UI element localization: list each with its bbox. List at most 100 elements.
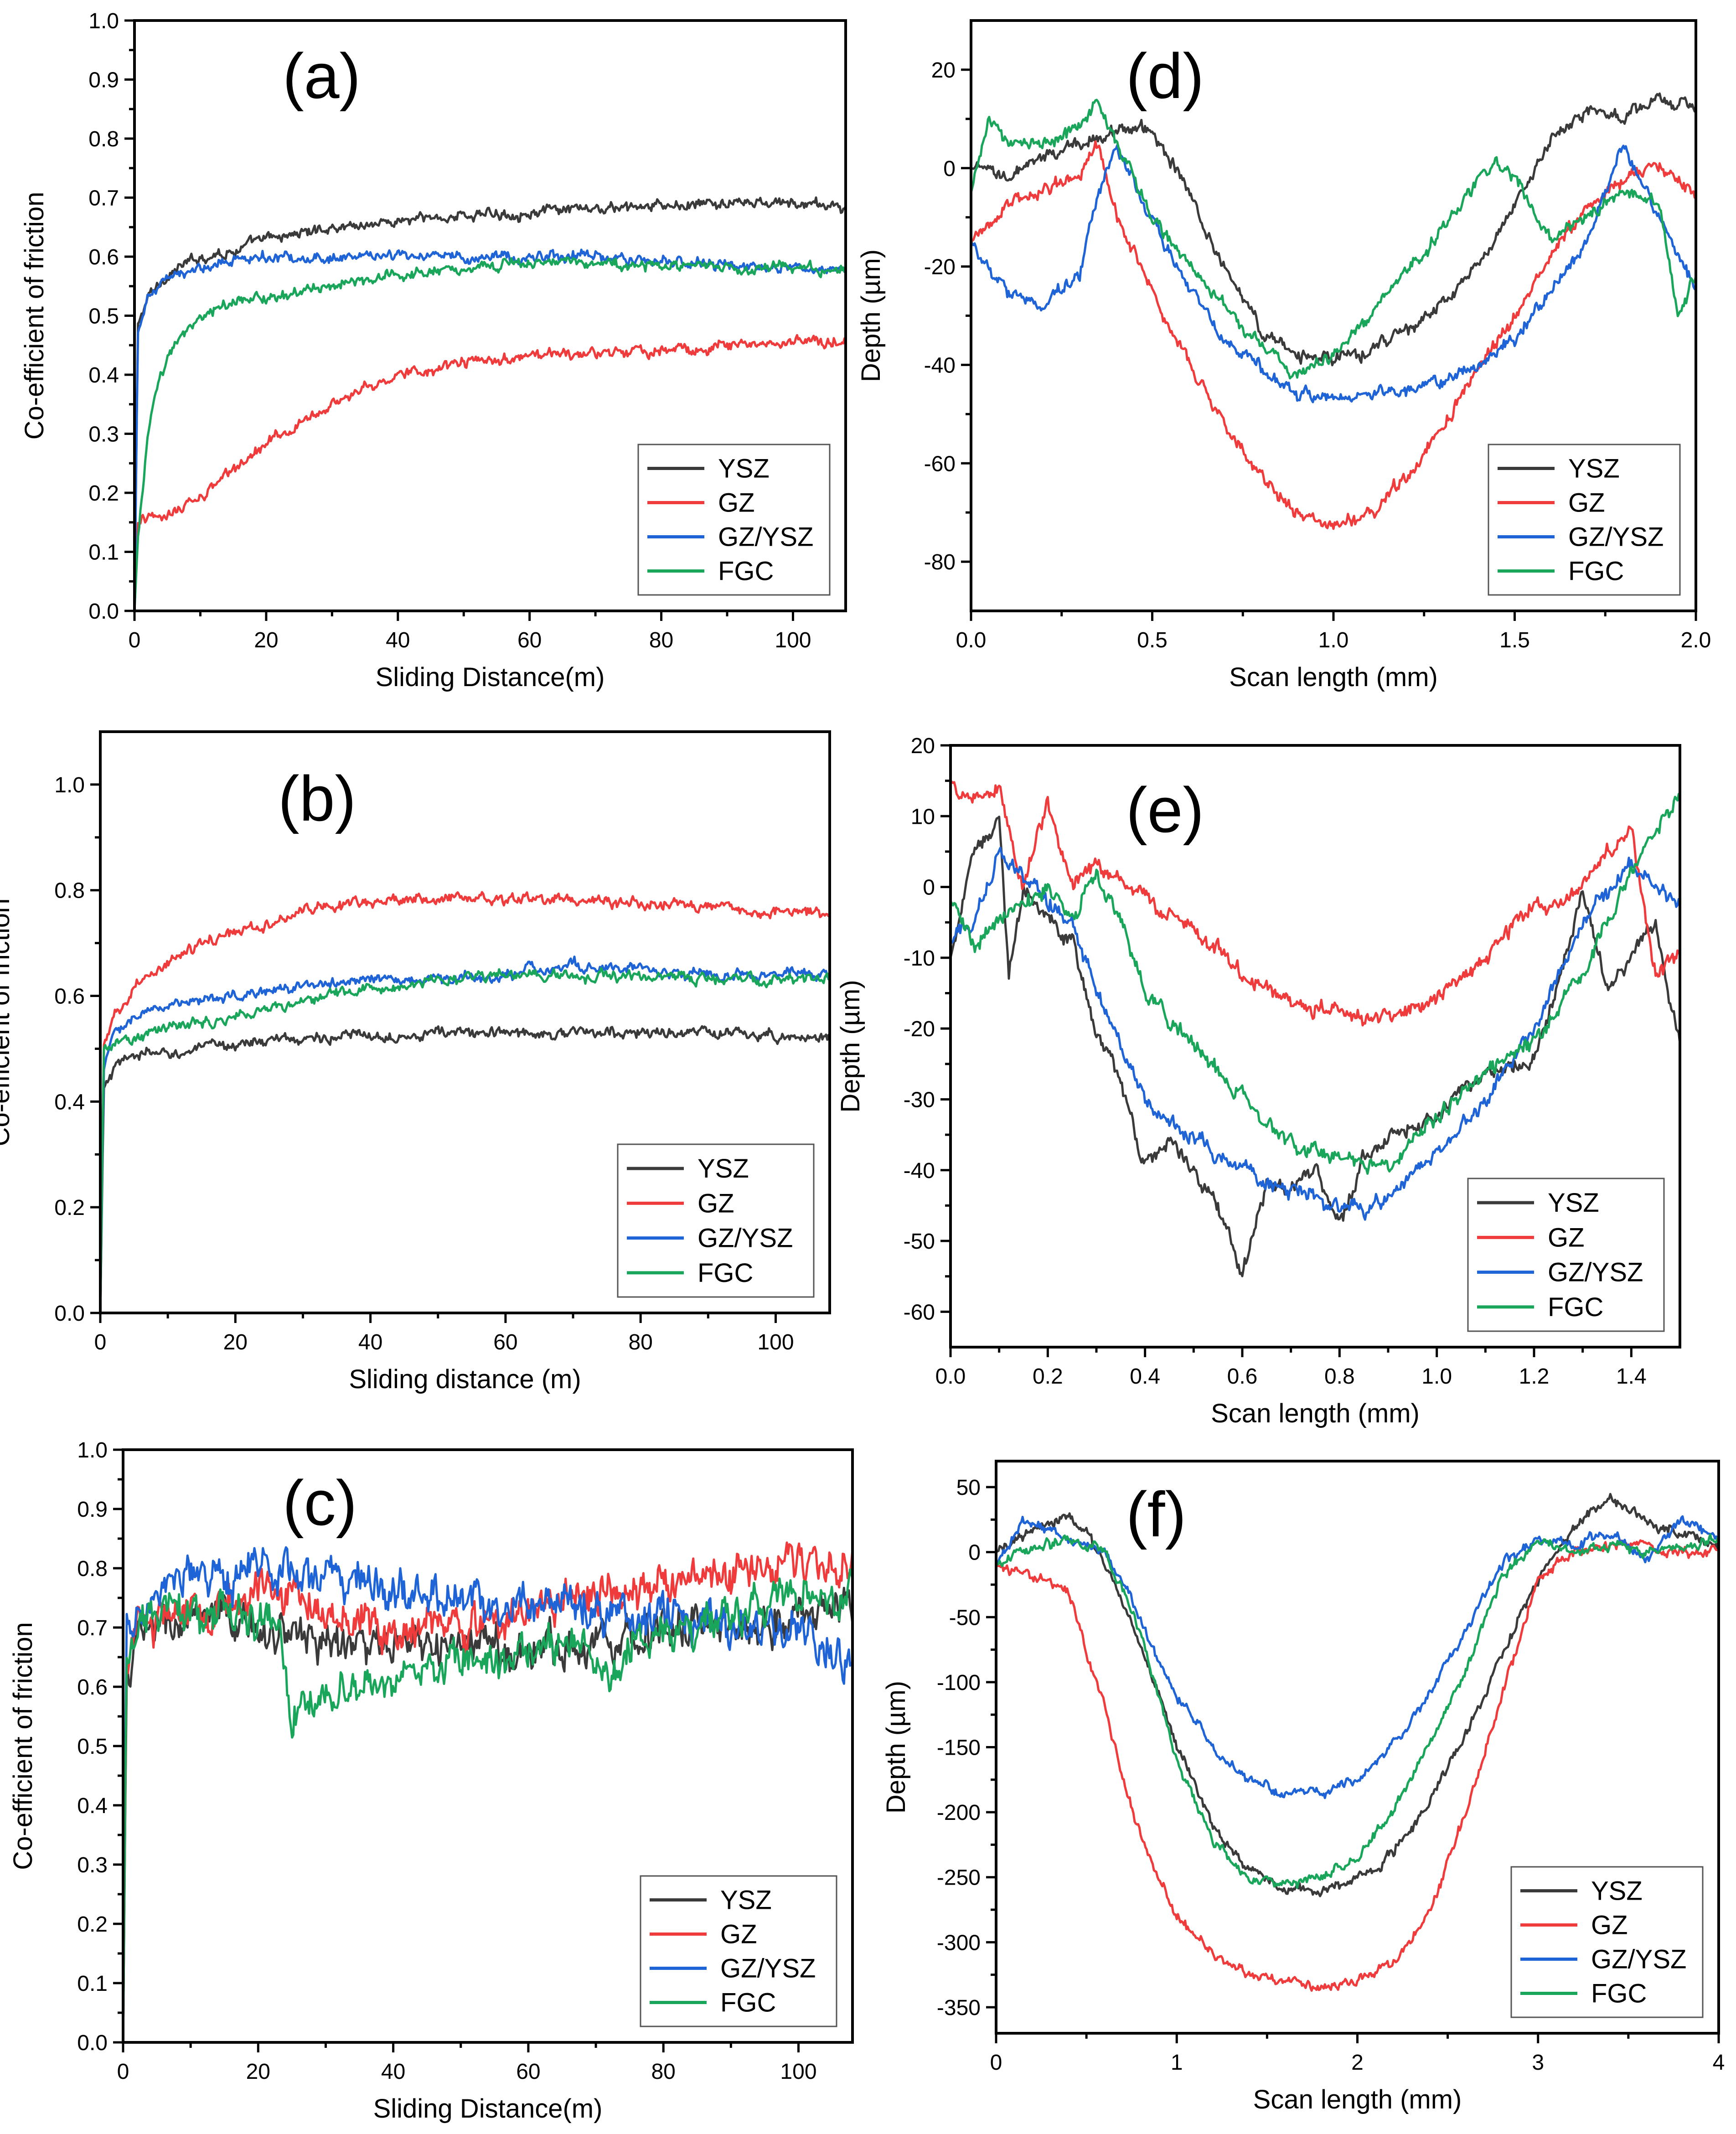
- y-tick-label: -30: [904, 1088, 935, 1112]
- y-tick-label: 0.9: [88, 68, 119, 93]
- y-axis-title: Depth (µm): [836, 980, 865, 1112]
- x-tick-label: 80: [628, 1330, 652, 1354]
- x-tick-label: 40: [381, 2060, 405, 2084]
- y-tick-label: -80: [924, 550, 956, 574]
- legend-label: GZ: [718, 488, 755, 518]
- plot-frame: [949, 744, 1681, 1349]
- y-tick-label: 0.5: [88, 305, 119, 329]
- series-line-gz: [99, 891, 831, 1314]
- x-tick-label: 0: [94, 1330, 107, 1354]
- y-axis-title: Depth (µm): [881, 1681, 911, 1814]
- legend: YSZ GZ GZ/YSZ FGC: [640, 1875, 837, 2027]
- legend-label: YSZ: [1591, 1876, 1643, 1906]
- legend-label: GZ: [720, 1920, 757, 1949]
- x-tick-label: 100: [775, 628, 811, 652]
- y-tick-label: 50: [956, 1476, 981, 1500]
- x-axis-title: Scan length (mm): [1229, 662, 1438, 692]
- legend-label: GZ/YSZ: [1568, 522, 1664, 552]
- x-tick-label: 80: [651, 2060, 675, 2084]
- x-tick-label: 0.0: [956, 628, 987, 652]
- legend-label: GZ: [1591, 1911, 1628, 1940]
- y-tick-label: -350: [937, 1996, 981, 2020]
- y-tick-label: 20: [931, 58, 956, 83]
- legend-label: GZ/YSZ: [1591, 1945, 1686, 1974]
- y-tick-label: -150: [937, 1736, 981, 1760]
- x-tick-label: 2: [1351, 2051, 1364, 2075]
- legend-label: GZ/YSZ: [720, 1954, 816, 1984]
- y-axis-title: Co-efficient of friction: [0, 899, 15, 1147]
- x-tick-label: 60: [493, 1330, 517, 1354]
- x-tick-label: 100: [757, 1330, 794, 1354]
- y-tick-label: 0.4: [77, 1794, 108, 1818]
- y-tick-label: 0.0: [77, 2031, 108, 2055]
- panel-label: (e): [1126, 774, 1204, 846]
- series-line-ysz: [133, 196, 847, 612]
- y-axis-title: Depth (µm): [856, 249, 886, 382]
- series-line-gz: [995, 1539, 1720, 1992]
- y-tick-label: 0.4: [88, 363, 119, 388]
- y-tick-label: -100: [937, 1671, 981, 1695]
- y-tick-label: 1.0: [54, 773, 85, 797]
- x-tick-label: 100: [780, 2060, 816, 2084]
- chart-panel-c: 0 20 40 60 80 100 0.0 0.1 0.2 0.3 0.4 0.5 0.6 0.7 0.8 0…: [8, 1438, 854, 2124]
- series-line-fgc: [995, 1533, 1720, 1889]
- series-line-ysz: [949, 816, 1681, 1277]
- series-line-gz: [122, 1541, 854, 2044]
- y-tick-label: 0.5: [77, 1735, 108, 1759]
- y-tick-label: 0.7: [77, 1616, 108, 1640]
- panel-label: (b): [278, 763, 356, 834]
- x-tick-label: 80: [649, 628, 673, 652]
- panel-label: (a): [283, 40, 361, 112]
- y-tick-label: 0.6: [54, 985, 85, 1009]
- legend-label: YSZ: [698, 1154, 749, 1183]
- y-tick-label: 0.7: [88, 186, 119, 211]
- y-tick-label: -50: [904, 1230, 935, 1254]
- panel-label: (f): [1126, 1478, 1186, 1550]
- x-tick-label: 1.5: [1499, 628, 1530, 652]
- series-line-fgc: [122, 1568, 854, 2044]
- legend: YSZ GZ GZ/YSZ FGC: [1467, 1178, 1665, 1332]
- x-axis-title: Scan length (mm): [1253, 2085, 1462, 2114]
- x-tick-label: 3: [1532, 2051, 1544, 2075]
- legend-label: FGC: [1568, 557, 1624, 586]
- legend-label: GZ/YSZ: [698, 1224, 793, 1253]
- series-line-gz: [970, 140, 1697, 530]
- chart-panel-a: 0 20 40 60 80 100 0.0 0.1 0.2 0.3 0.4 0.5 0.6 0.7 0.8 0…: [20, 9, 847, 692]
- y-tick-label: 0.9: [77, 1498, 108, 1522]
- y-tick-label: 0.0: [54, 1302, 85, 1326]
- y-tick-label: 0.6: [77, 1675, 108, 1700]
- x-tick-label: 1.0: [1318, 628, 1349, 652]
- x-tick-label: 1.4: [1616, 1364, 1647, 1389]
- legend-label: FGC: [718, 557, 774, 586]
- y-tick-label: -60: [924, 452, 956, 476]
- y-tick-label: 0.4: [54, 1090, 85, 1114]
- series-line-fgc: [99, 967, 831, 1314]
- series-line-gz-ysz: [122, 1546, 854, 2044]
- x-axis-title: Sliding Distance(m): [376, 662, 605, 692]
- legend: YSZ GZ GZ/YSZ FGC: [617, 1143, 815, 1298]
- series-line-fgc: [133, 256, 847, 612]
- y-tick-label: 1.0: [88, 9, 119, 33]
- y-tick-label: -200: [937, 1801, 981, 1825]
- series-line-gz: [949, 780, 1681, 1027]
- legend-label: FGC: [698, 1258, 753, 1288]
- y-tick-label: 0: [968, 1541, 981, 1565]
- legend: YSZ GZ GZ/YSZ FGC: [1488, 444, 1681, 596]
- y-tick-label: 0.2: [77, 1912, 108, 1937]
- y-tick-label: -300: [937, 1931, 981, 1955]
- series-line-gz-ysz: [970, 144, 1697, 403]
- y-axis-title: Co-efficient of friction: [20, 192, 49, 440]
- chart-panel-b: 0 20 40 60 80 100 0.0 0.2 0.4 0.6 0.8 1.0 Sliding di…: [0, 730, 831, 1394]
- legend-label: FGC: [1591, 1979, 1647, 2009]
- y-tick-label: 0.1: [77, 1972, 108, 1996]
- chart-panel-e: 0.0 0.2 0.4 0.6 0.8 1.0 1.2 1.4 -60 -50 -40 -30 -20 -…: [836, 734, 1681, 1428]
- series-line-ysz: [995, 1493, 1720, 1897]
- legend-label: YSZ: [1568, 454, 1620, 484]
- plot-frame: [99, 730, 831, 1314]
- x-tick-label: 60: [516, 2060, 540, 2084]
- y-tick-label: 10: [911, 805, 935, 829]
- x-tick-label: 0: [129, 628, 141, 652]
- legend: YSZ GZ GZ/YSZ FGC: [637, 444, 831, 596]
- y-tick-label: 0.6: [88, 245, 119, 269]
